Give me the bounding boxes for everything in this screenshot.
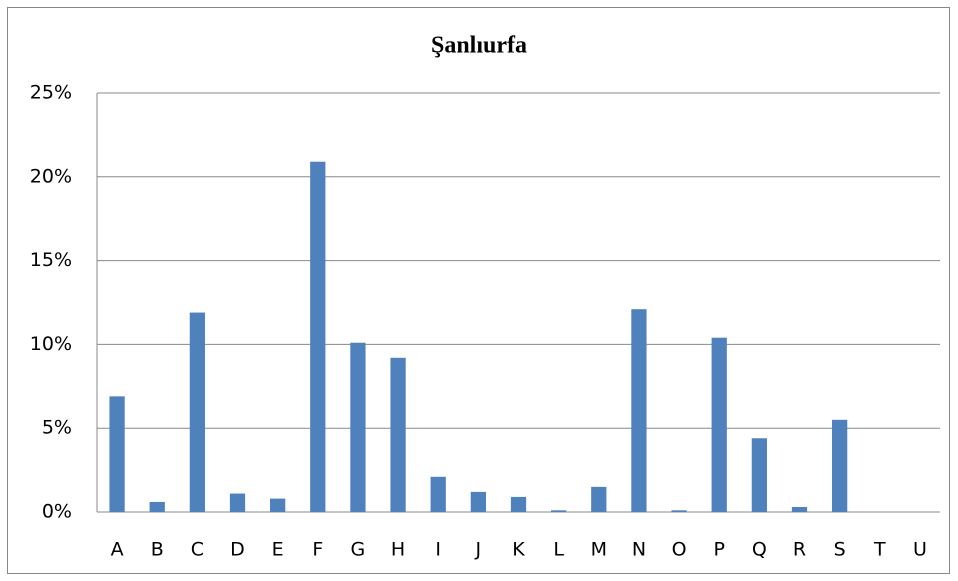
y-tick-label: 10% [30, 333, 72, 355]
x-tick-label: N [632, 539, 646, 561]
x-tick-label: R [793, 539, 806, 561]
bar [189, 312, 205, 512]
x-tick-label: P [713, 539, 724, 561]
x-tick-label: U [913, 539, 927, 561]
bar [631, 309, 647, 512]
bar [270, 498, 286, 512]
x-tick-label: C [191, 539, 204, 561]
x-tick-label: A [111, 539, 124, 561]
bar [310, 161, 326, 512]
x-tick-label: S [834, 539, 846, 561]
x-tick-label: J [475, 539, 482, 561]
y-tick-label: 5% [42, 417, 72, 439]
x-tick-label: E [272, 539, 284, 561]
bar [149, 501, 165, 512]
x-tick-label: D [230, 539, 245, 561]
y-tick-label: 0% [42, 501, 72, 523]
x-tick-label: B [151, 539, 164, 561]
x-tick-label: H [391, 539, 405, 561]
y-tick-label: 20% [30, 165, 72, 187]
y-tick-label: 15% [30, 249, 72, 271]
bar [832, 419, 848, 512]
bar [791, 506, 808, 512]
bar [671, 510, 687, 512]
bar [551, 510, 567, 512]
x-tick-label: L [553, 539, 564, 561]
bar [430, 476, 446, 512]
x-tick-label: O [672, 539, 687, 561]
x-tick-label: I [435, 539, 441, 561]
bar [350, 342, 366, 512]
bar [229, 493, 246, 512]
x-tick-label: K [512, 539, 525, 561]
bar [510, 496, 527, 512]
bar [591, 486, 607, 512]
bar [470, 491, 486, 512]
bar [711, 337, 727, 512]
bar [390, 357, 406, 512]
chart-title: Şanlıurfa [431, 33, 527, 59]
x-tick-label: T [873, 539, 886, 561]
x-tick-label: F [312, 539, 323, 561]
chart-border [7, 7, 950, 574]
y-tick-label: 25% [30, 82, 72, 104]
bar [751, 438, 767, 512]
bar [109, 396, 125, 512]
x-tick-label: M [591, 539, 607, 561]
x-tick-label: Q [752, 539, 767, 561]
x-tick-label: G [351, 539, 366, 561]
